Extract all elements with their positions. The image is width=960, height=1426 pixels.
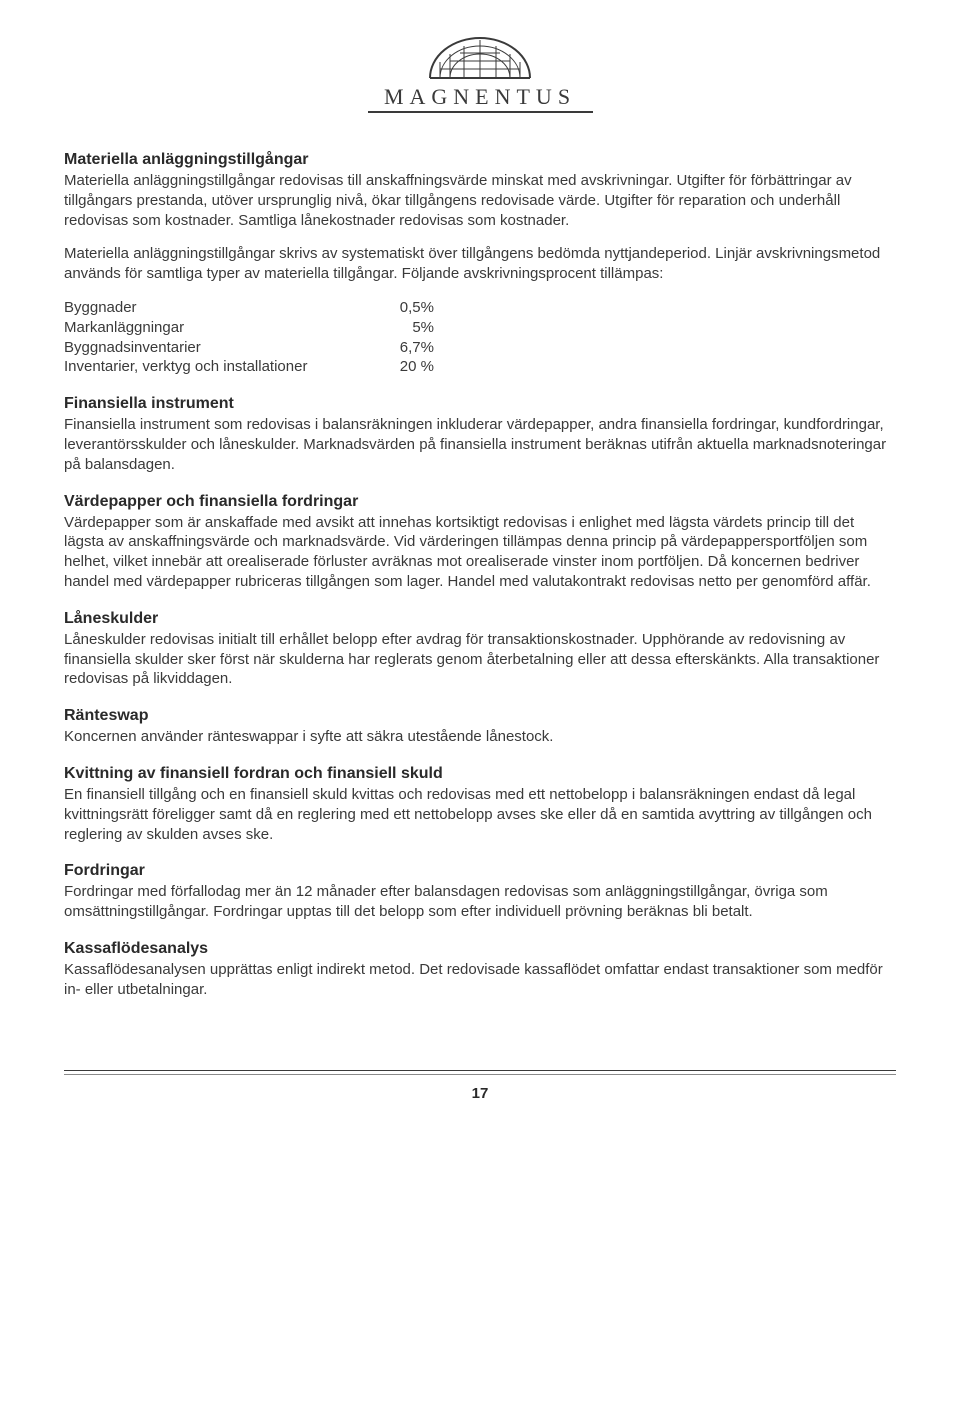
page-number: 17 xyxy=(64,1085,896,1102)
logo-wordmark: MAGNENTUS xyxy=(368,84,593,110)
section-heading: Fordringar xyxy=(64,862,896,880)
section-heading: Värdepapper och finansiella fordringar xyxy=(64,493,896,511)
document-page: MAGNENTUS Materiella anläggningstillgång… xyxy=(0,0,960,1126)
table-row: Byggnadsinventarier 6,7% xyxy=(64,338,896,358)
paragraph: Materiella anläggningstillgångar redovis… xyxy=(64,171,896,230)
table-row: Markanläggningar 5% xyxy=(64,318,896,338)
section-kvittning: Kvittning av finansiell fordran och fina… xyxy=(64,765,896,844)
row-value: 5% xyxy=(374,318,434,338)
logo-arch-icon xyxy=(368,28,593,80)
row-value: 20 % xyxy=(374,357,434,377)
section-ranteswap: Ränteswap Koncernen använder ränteswappa… xyxy=(64,707,896,747)
section-laneskulder: Låneskulder Låneskulder redovisas initia… xyxy=(64,610,896,689)
paragraph: Kassaflödesanalysen upprättas enligt ind… xyxy=(64,960,896,1000)
paragraph: Fordringar med förfallodag mer än 12 mån… xyxy=(64,882,896,922)
depreciation-table: Byggnader 0,5% Markanläggningar 5% Byggn… xyxy=(64,298,896,377)
section-heading: Ränteswap xyxy=(64,707,896,725)
footer-rule xyxy=(64,1070,896,1075)
row-label: Byggnader xyxy=(64,298,374,318)
section-heading: Kvittning av finansiell fordran och fina… xyxy=(64,765,896,783)
row-value: 0,5% xyxy=(374,298,434,318)
logo-underline xyxy=(368,111,593,113)
paragraph: Finansiella instrument som redovisas i b… xyxy=(64,415,896,474)
section-finansiella-instrument: Finansiella instrument Finansiella instr… xyxy=(64,395,896,474)
row-value: 6,7% xyxy=(374,338,434,358)
row-label: Byggnadsinventarier xyxy=(64,338,374,358)
magnentus-logo: MAGNENTUS xyxy=(368,28,593,113)
table-row: Byggnader 0,5% xyxy=(64,298,896,318)
paragraph: Värdepapper som är anskaffade med avsikt… xyxy=(64,513,896,592)
section-heading: Kassaflödesanalys xyxy=(64,940,896,958)
section-kassaflodesanalys: Kassaflödesanalys Kassaflödesanalysen up… xyxy=(64,940,896,1000)
paragraph: En finansiell tillgång och en finansiell… xyxy=(64,785,896,844)
footer-rule-thin xyxy=(64,1074,896,1075)
section-vardepapper: Värdepapper och finansiella fordringar V… xyxy=(64,493,896,592)
table-row: Inventarier, verktyg och installationer … xyxy=(64,357,896,377)
paragraph: Koncernen använder ränteswappar i syfte … xyxy=(64,727,896,747)
section-heading: Finansiella instrument xyxy=(64,395,896,413)
section-fordringar: Fordringar Fordringar med förfallodag me… xyxy=(64,862,896,922)
section-heading: Materiella anläggningstillgångar xyxy=(64,151,896,169)
paragraph: Materiella anläggningstillgångar skrivs … xyxy=(64,244,896,284)
row-label: Markanläggningar xyxy=(64,318,374,338)
section-heading: Låneskulder xyxy=(64,610,896,628)
paragraph: Låneskulder redovisas initialt till erhå… xyxy=(64,630,896,689)
row-label: Inventarier, verktyg och installationer xyxy=(64,357,374,377)
section-materiella-anlaggningstillgangar: Materiella anläggningstillgångar Materie… xyxy=(64,151,896,377)
logo-container: MAGNENTUS xyxy=(64,28,896,113)
